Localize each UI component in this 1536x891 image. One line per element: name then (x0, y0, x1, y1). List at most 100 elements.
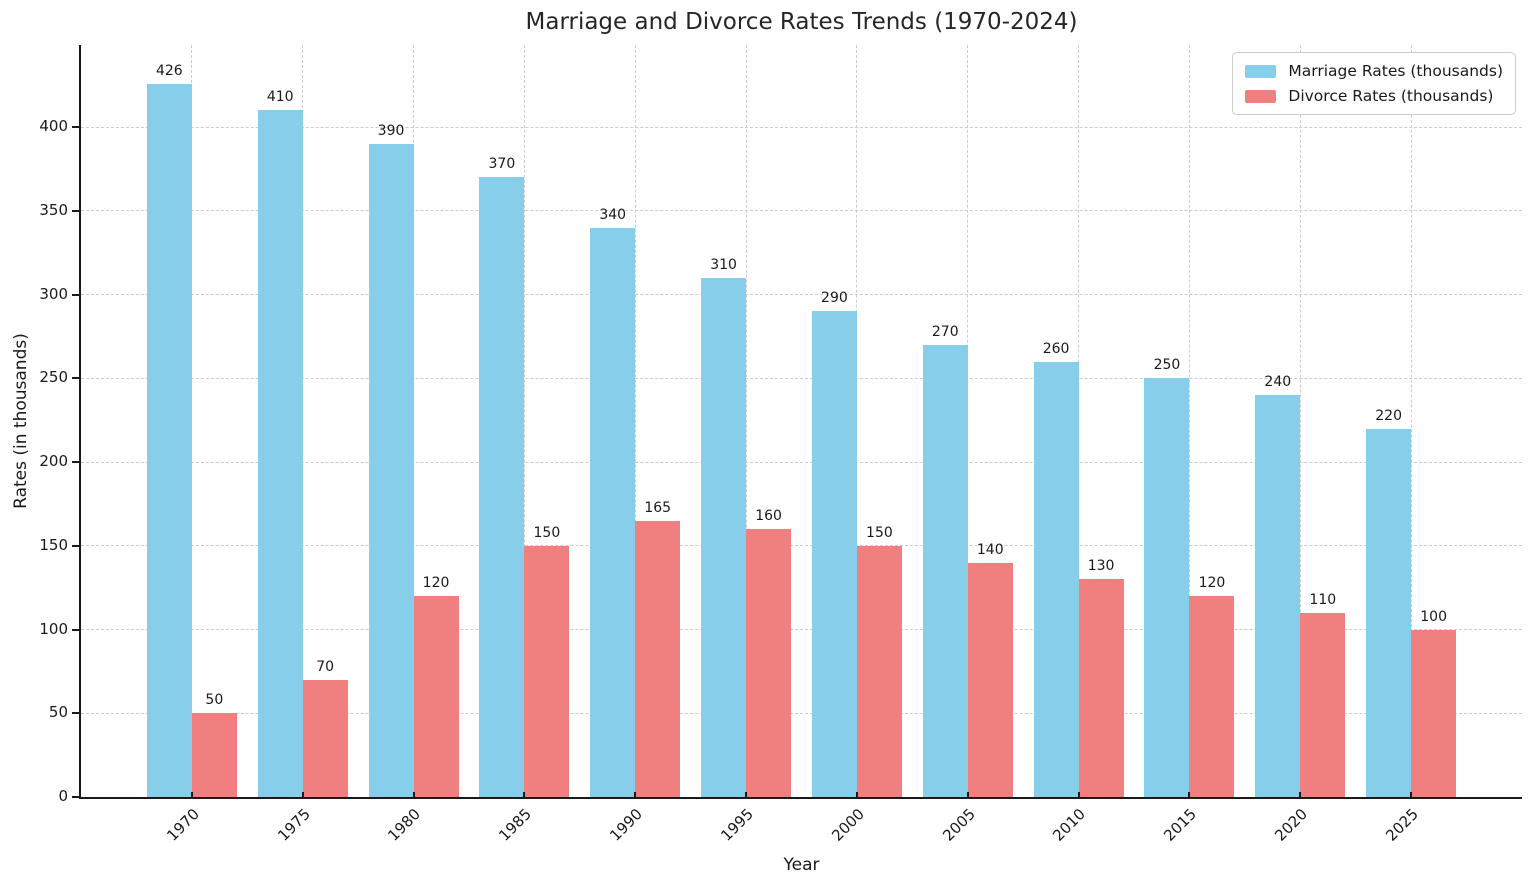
bar-divorce-2005 (967, 562, 1013, 797)
y-tick-350 (72, 209, 79, 212)
divorce-swatch (1245, 89, 1277, 103)
bar-divorce-2010 (1078, 579, 1124, 797)
bar-value-divorce-1980: 120 (422, 575, 450, 592)
y-tick-label-400: 400 (39, 117, 68, 136)
bar-value-marriage-2005: 270 (931, 323, 959, 340)
bar-value-divorce-1975: 70 (316, 658, 335, 675)
legend-item-divorce: Divorce Rates (thousands) (1245, 87, 1503, 105)
v-gridline-2010 (1078, 45, 1080, 797)
x-tick-2015 (1188, 792, 1191, 797)
x-tick-2000 (855, 792, 858, 797)
v-gridline-1980 (413, 45, 415, 797)
x-tick-text-2025: 2025 (1382, 805, 1422, 845)
legend-label-divorce: Divorce Rates (thousands) (1288, 87, 1494, 105)
x-tick-text-2015: 2015 (1160, 805, 1201, 845)
x-tick-1975 (301, 792, 304, 797)
bar-value-marriage-1975: 410 (266, 89, 294, 106)
plot-area: 426 410 390 370 340 310 290 270 260 250 240 220 50 70… (79, 45, 1522, 799)
bar-value-divorce-2010: 130 (1087, 558, 1115, 575)
x-tick-text-2005: 2005 (938, 805, 979, 845)
x-tick-text-2020: 2020 (1271, 805, 1312, 845)
bar-value-marriage-1995: 310 (710, 256, 737, 273)
y-tick-300 (72, 293, 79, 296)
v-gridline-2025 (1410, 45, 1412, 797)
bar-value-divorce-1990: 165 (644, 499, 672, 516)
h-gridline-150 (81, 545, 1522, 547)
x-tick-text-1970: 1970 (162, 805, 203, 845)
legend: Marriage Rates (thousands) Divorce Rates … (1232, 52, 1516, 115)
bar-marriage-1990 (590, 227, 636, 797)
bar-value-marriage-1980: 390 (377, 122, 405, 139)
bar-divorce-2020 (1300, 612, 1346, 797)
y-tick-0 (72, 796, 79, 798)
y-tick-150 (72, 544, 79, 547)
y-tick-400 (72, 126, 79, 129)
bar-divorce-1995 (746, 529, 792, 797)
bar-value-divorce-2020: 110 (1309, 591, 1337, 608)
x-tick-text-1980: 1980 (384, 805, 425, 845)
x-tick-text-1975: 1975 (273, 805, 314, 845)
bar-marriage-1995 (701, 277, 747, 797)
h-gridline-300 (81, 294, 1522, 296)
bar-value-marriage-1985: 370 (488, 156, 516, 173)
bar-marriage-2020 (1255, 395, 1301, 797)
bar-marriage-1980 (368, 143, 414, 797)
x-tick-text-1995: 1995 (717, 805, 757, 845)
y-tick-label-150: 150 (39, 535, 68, 554)
bar-value-divorce-1970: 50 (205, 692, 224, 709)
v-gridline-2020 (1299, 45, 1301, 797)
x-tick-1970 (190, 792, 193, 797)
bar-marriage-1975 (257, 110, 303, 797)
bar-marriage-2000 (811, 311, 857, 797)
y-tick-label-250: 250 (39, 368, 68, 387)
bar-divorce-1985 (524, 545, 570, 797)
bar-marriage-2005 (922, 344, 968, 797)
y-tick-200 (72, 461, 79, 464)
bar-divorce-2025 (1411, 629, 1457, 797)
bar-value-divorce-2015: 120 (1198, 575, 1226, 592)
y-tick-label-200: 200 (39, 452, 68, 471)
h-gridline-200 (81, 461, 1522, 463)
h-gridline-100 (81, 629, 1522, 631)
y-tick-50 (72, 712, 79, 715)
bar-divorce-1980 (413, 596, 459, 797)
y-axis-spine (79, 45, 81, 799)
bar-marriage-2025 (1366, 428, 1412, 797)
x-tick-text-1990: 1990 (606, 805, 646, 845)
v-gridline-2015 (1188, 45, 1190, 797)
v-gridline-1990 (634, 45, 636, 797)
legend-item-marriage: Marriage Rates (thousands) (1245, 62, 1503, 80)
bar-divorce-2015 (1189, 596, 1235, 797)
v-gridline-1975 (302, 45, 304, 797)
v-gridline-2005 (967, 45, 969, 797)
x-tick-text-1985: 1985 (495, 805, 536, 845)
bar-value-divorce-1995: 160 (755, 508, 782, 525)
x-tick-2005 (966, 792, 969, 797)
y-tick-250 (72, 377, 79, 380)
h-gridline-350 (81, 210, 1522, 212)
v-gridline-1995 (745, 45, 747, 797)
y-tick-label-0: 0 (58, 787, 68, 805)
bar-value-marriage-1970: 426 (155, 62, 183, 79)
bar-value-marriage-2025: 220 (1375, 407, 1403, 424)
bar-divorce-1990 (635, 520, 681, 797)
y-tick-100 (72, 628, 79, 631)
bar-value-divorce-2000: 150 (866, 524, 893, 541)
h-gridline-400 (81, 126, 1522, 128)
y-tick-label-300: 300 (39, 284, 68, 303)
x-tick-1980 (412, 792, 415, 797)
bar-divorce-2000 (856, 545, 902, 797)
x-tick-1990 (634, 792, 637, 797)
x-tick-2025 (1410, 792, 1413, 797)
bar-value-marriage-2020: 240 (1264, 374, 1292, 391)
bar-marriage-1970 (146, 83, 192, 797)
v-gridline-1985 (523, 45, 525, 797)
bar-divorce-1970 (191, 713, 237, 797)
bar-value-marriage-1990: 340 (599, 206, 627, 223)
y-tick-label-50: 50 (48, 703, 68, 722)
v-gridline-1970 (191, 45, 193, 797)
y-tick-label-100: 100 (39, 619, 68, 638)
x-tick-2020 (1299, 792, 1302, 797)
h-gridline-250 (81, 377, 1522, 379)
